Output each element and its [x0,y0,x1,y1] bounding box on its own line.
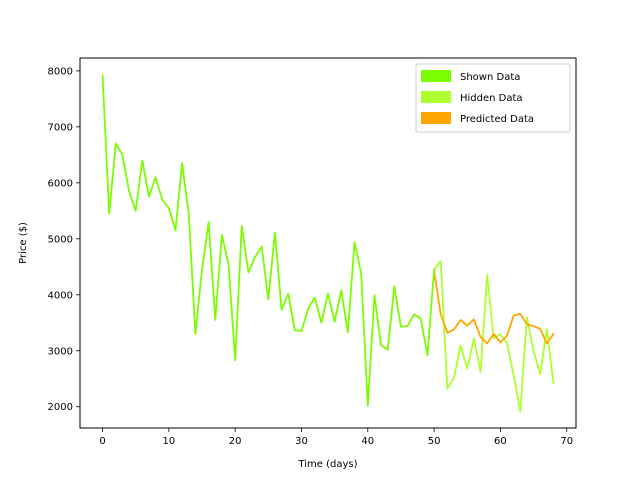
x-tick-label: 70 [560,436,573,447]
y-tick-label: 6000 [48,178,73,189]
y-tick-label: 4000 [48,290,73,301]
y-tick-label: 7000 [48,122,73,133]
plot-frame [79,57,577,429]
legend-swatch [421,112,451,124]
legend-label: Predicted Data [460,114,534,125]
legend-label: Hidden Data [460,93,523,104]
legend-label: Shown Data [460,72,520,83]
legend-box [415,63,571,133]
series-line-predicted-data [433,270,555,345]
y-axis-ticks: 2000 3000 4000 5000 6000 7000 8000 [48,66,80,413]
y-tick-label: 2000 [48,402,73,413]
x-tick-label: 10 [162,436,175,447]
x-axis-ticks: 0 10 20 30 40 50 60 70 [99,428,573,447]
series-line-shown-data [101,74,436,407]
legend-swatch [421,91,451,103]
series-line-hidden-data [432,260,555,413]
x-tick-label: 60 [494,436,507,447]
y-tick-label: 3000 [48,346,73,357]
x-tick-label: 40 [361,436,374,447]
x-tick-label: 0 [99,436,105,447]
legend-swatch [421,70,451,82]
x-tick-label: 50 [428,436,441,447]
legend: Shown Data Hidden Data Predicted Data [415,63,571,133]
x-axis-label: Time (days) [297,459,357,470]
series-lines [101,74,555,413]
y-tick-label: 5000 [48,234,73,245]
y-tick-label: 8000 [48,66,73,77]
y-axis-label: Price ($) [18,222,29,264]
x-tick-label: 20 [229,436,242,447]
x-tick-label: 30 [295,436,308,447]
